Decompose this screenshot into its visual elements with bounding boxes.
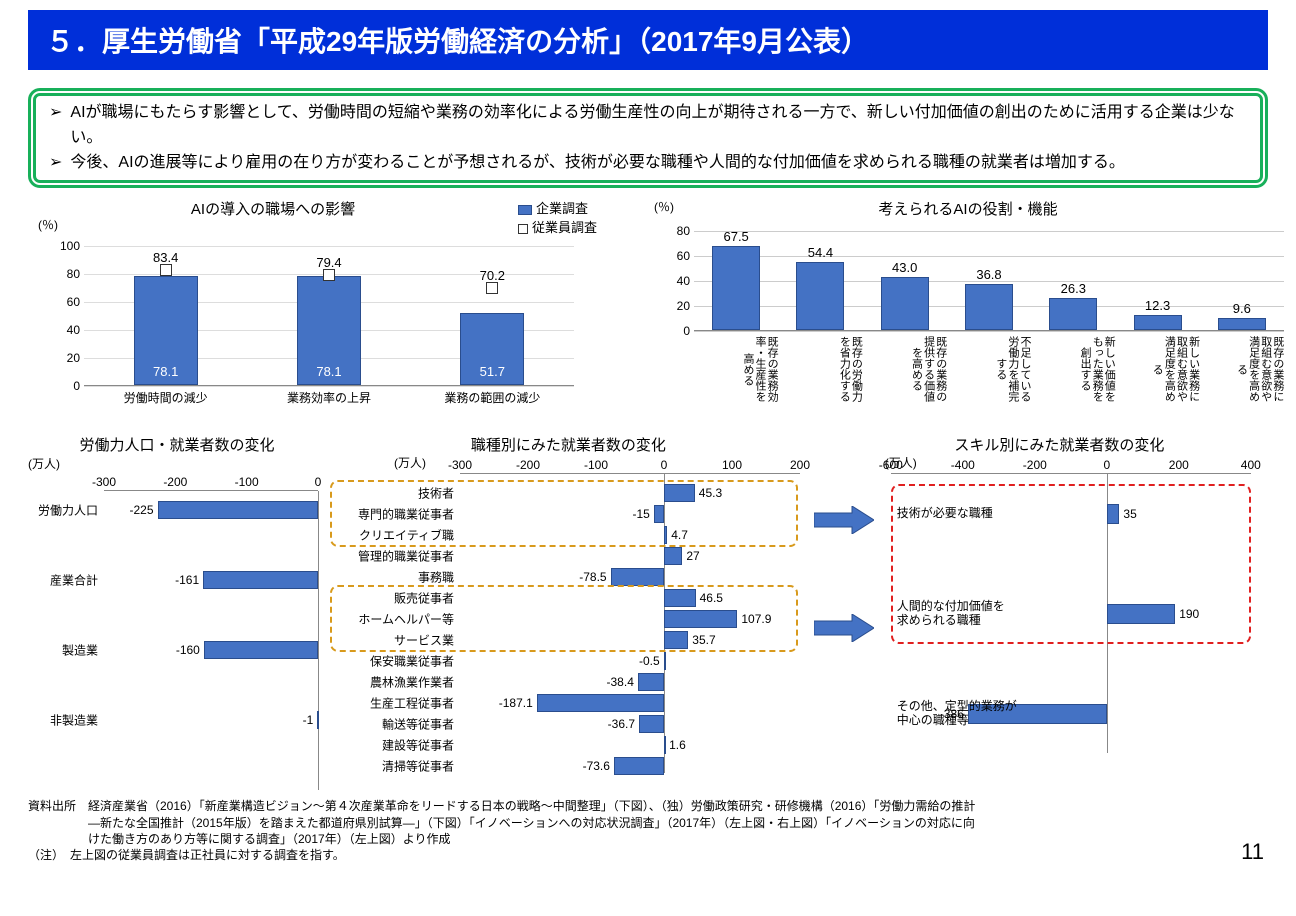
chart4-unit: (万人) — [394, 454, 426, 471]
chart1-title: AIの導入の職場への影響 — [191, 201, 355, 218]
page-number: 11 — [1241, 839, 1264, 865]
page-title: ５．厚生労働省「平成29年版労働経済の分析」（2017年9月公表） — [46, 26, 869, 57]
legend-marker: 従業員調査 — [532, 220, 597, 235]
summary-line-2: 今後、AIの進展等により雇用の在り方が変わることが予想されるが、技術が必要な職種… — [70, 151, 1124, 176]
chart4-title: 職種別にみた就業者数の変化 — [471, 437, 666, 454]
chart3-plot: -300-200-1000労働力人口-225産業合計-161製造業-160非製造… — [104, 490, 318, 790]
footnote: 資料出所 経済産業省（2016）「新産業構造ビジョン～第４次産業革命をリードする… — [28, 798, 1268, 863]
summary-box: ➢AIが職場にもたらす影響として、労働時間の短縮や業務の効率化による労働生産性の… — [28, 88, 1268, 188]
chart5-title: スキル別にみた就業者数の変化 — [954, 437, 1164, 454]
chart2-plot: 02040608067.5既存の業務効率・生産性を高める54.4既存の労働力を省… — [694, 231, 1284, 331]
footnote-line: （注） 左上図の従業員調査は正社員に対する調査を指す。 — [28, 847, 1268, 863]
footnote-line: 資料出所 経済産業省（2016）「新産業構造ビジョン～第４次産業革命をリードする… — [28, 798, 1268, 814]
chart4: 職種別にみた就業者数の変化 (万人) -300-200-1000100200技術… — [330, 434, 807, 790]
chart2: 考えられるAIの役割・機能 (％) 02040608067.5既存の業務効率・生… — [648, 198, 1288, 426]
page-title-bar: ５．厚生労働省「平成29年版労働経済の分析」（2017年9月公表） — [28, 10, 1268, 70]
footnote-line: けた働き方のあり方等に関する調査」（2017年）（左上図）より作成 — [28, 831, 1268, 847]
chart1-unit: (％) — [38, 216, 58, 233]
chart1-legend: 企業調査 従業員調査 — [518, 198, 628, 236]
bottom-charts-row: 労働力人口・就業者数の変化 (万人) -300-200-1000労働力人口-22… — [28, 434, 1268, 790]
footnote-line: ―新たな全国推計（2015年版）を踏まえた都道府県別試算―」（下図）「イノベーシ… — [28, 815, 1268, 831]
chart5-plot: -600-400-2000200400技術が必要な職種35人間的な付加価値を 求… — [891, 473, 1251, 753]
chart3-unit: (万人) — [28, 457, 60, 471]
legend-bar: 企業調査 — [536, 201, 588, 216]
chart5: スキル別にみた就業者数の変化 (万人) -600-400-2000200400技… — [851, 434, 1268, 790]
bullet-icon: ➢ — [49, 151, 62, 176]
chart1-plot: 02040608010078.183.4労働時間の減少78.179.4業務効率の… — [84, 246, 574, 386]
chart3-title: 労働力人口・就業者数の変化 — [79, 437, 274, 454]
chart4-plot: -300-200-1000100200技術者45.3専門的職業従事者-15クリエ… — [460, 473, 800, 773]
bullet-icon: ➢ — [49, 101, 62, 151]
chart1: AIの導入の職場への影響 企業調査 従業員調査 (％) 020406080100… — [28, 198, 628, 426]
chart3: 労働力人口・就業者数の変化 (万人) -300-200-1000労働力人口-22… — [28, 434, 326, 790]
chart2-title: 考えられるAIの役割・機能 — [878, 201, 1057, 218]
top-charts-row: AIの導入の職場への影響 企業調査 従業員調査 (％) 020406080100… — [28, 198, 1268, 426]
chart2-unit: (％) — [654, 198, 674, 215]
summary-line-1: AIが職場にもたらす影響として、労働時間の短縮や業務の効率化による労働生産性の向… — [70, 101, 1247, 151]
